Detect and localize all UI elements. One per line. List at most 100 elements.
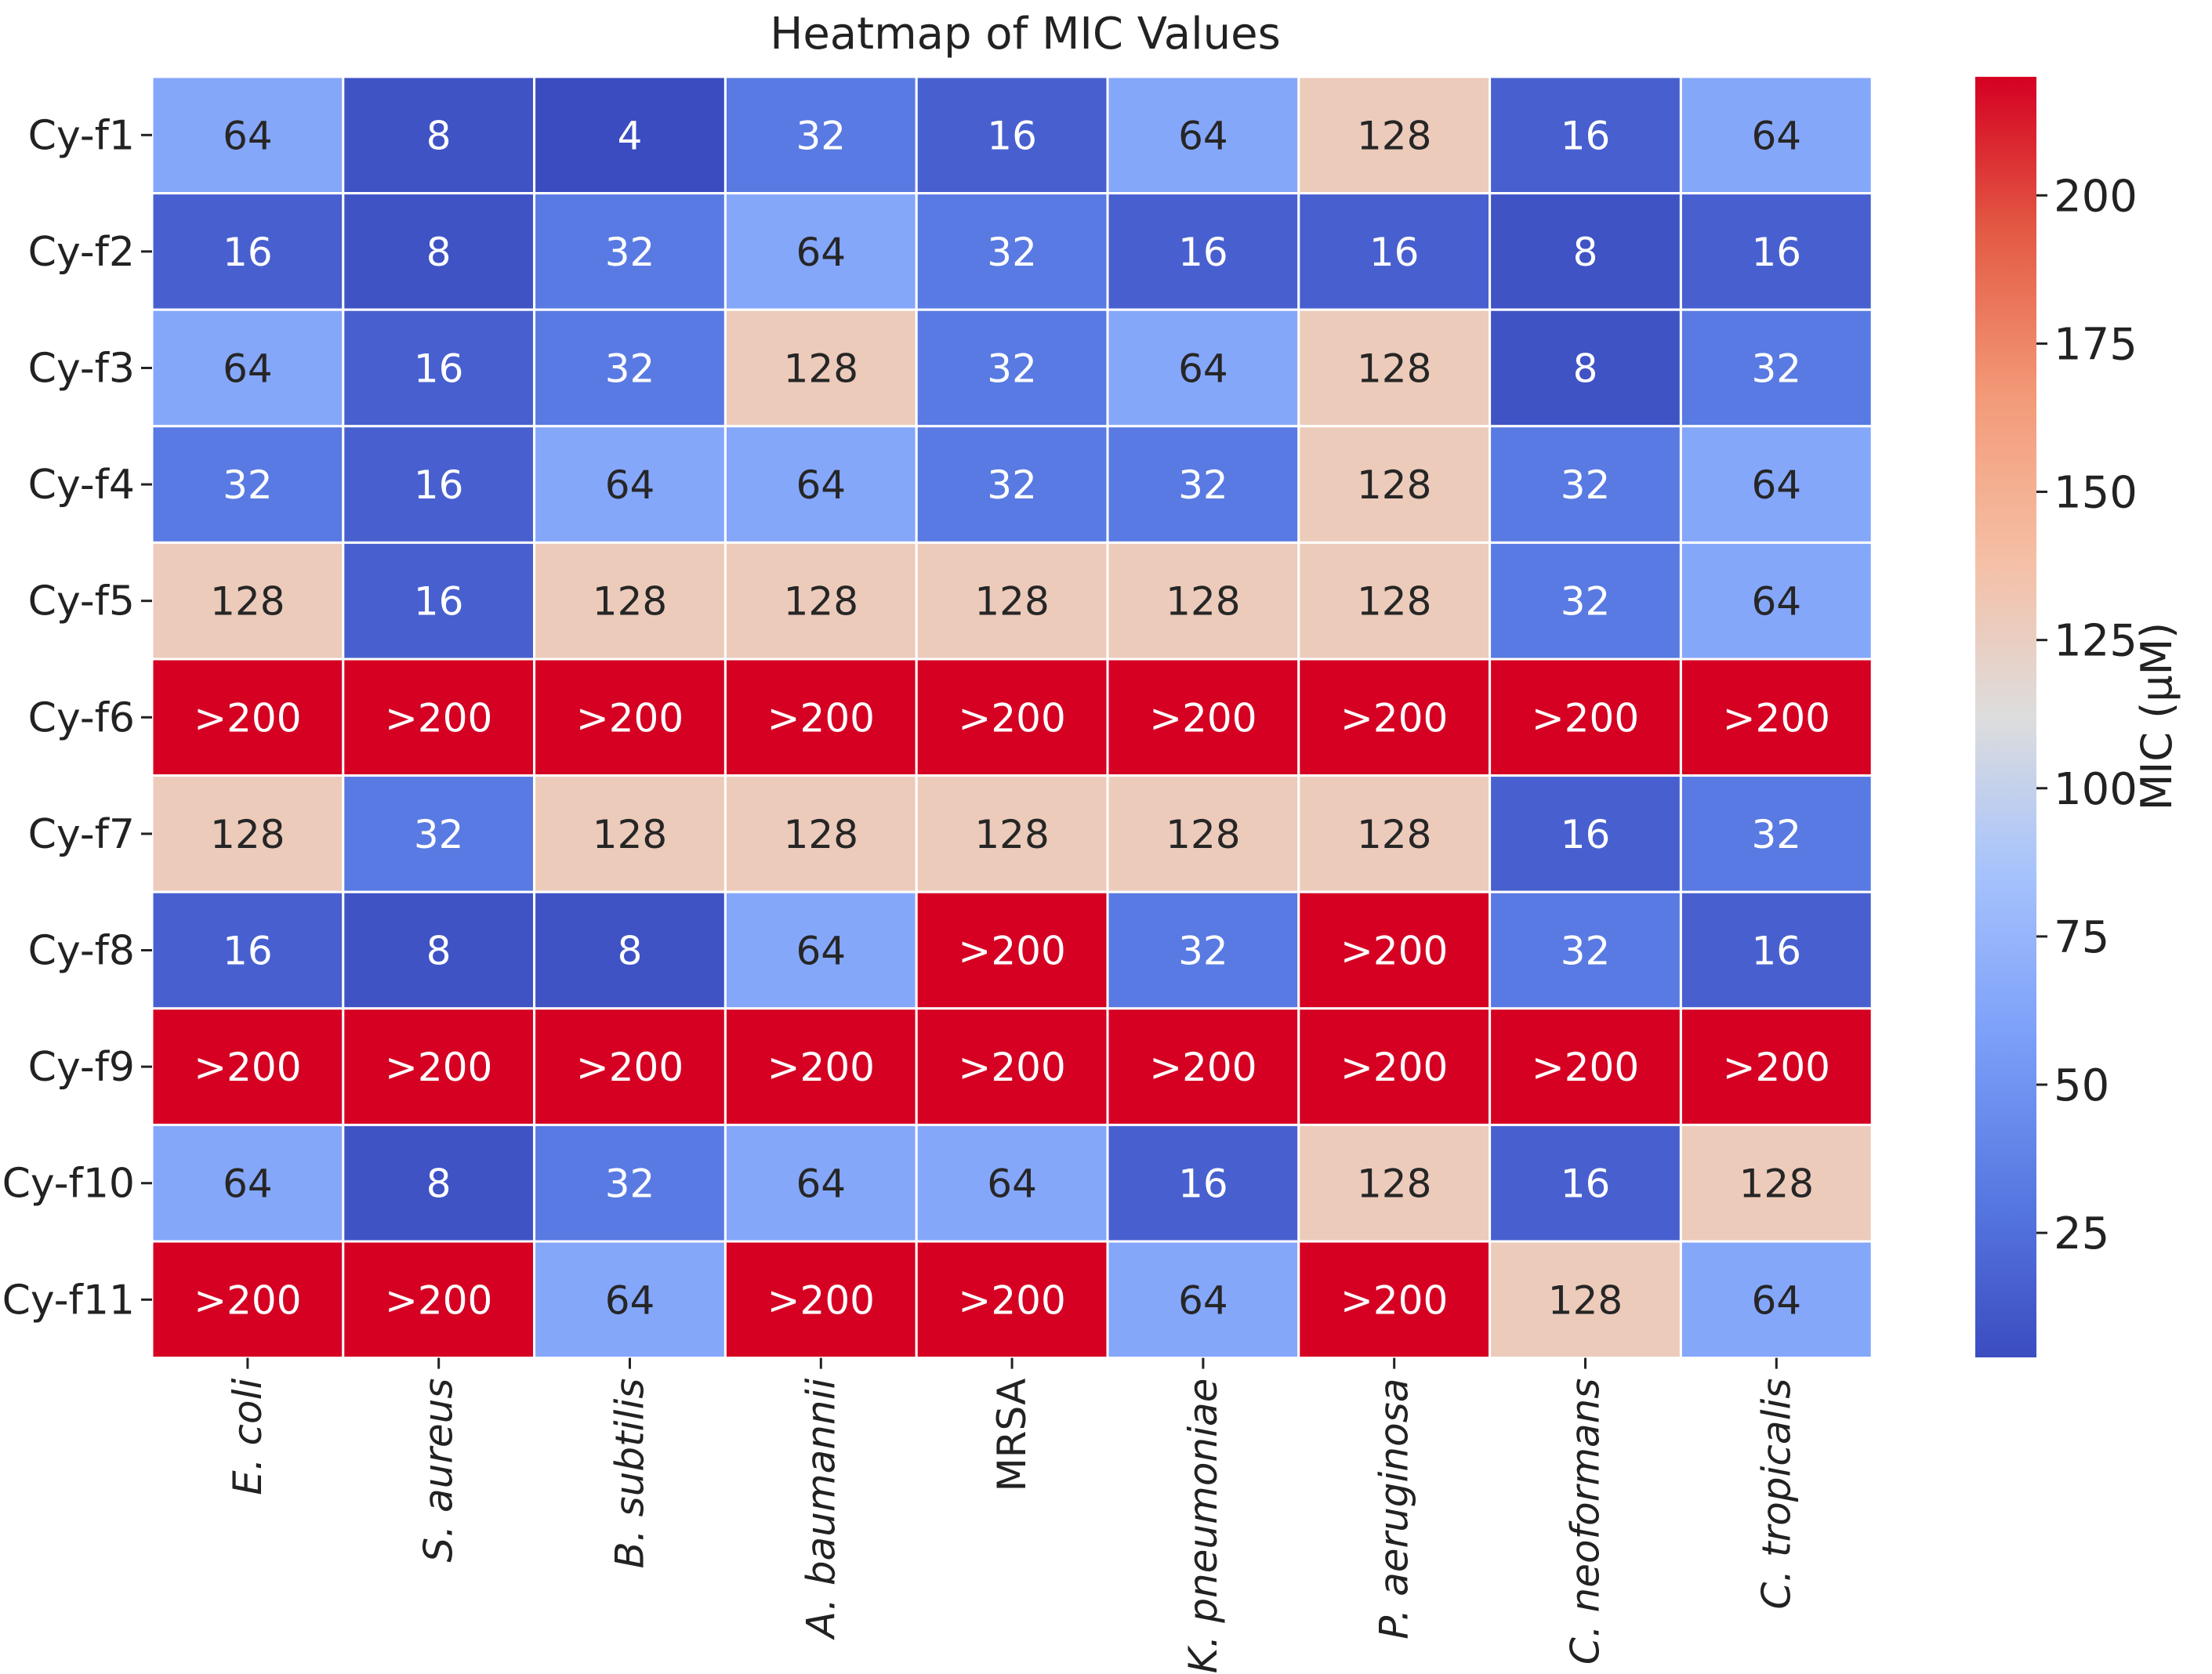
heatmap-cell xyxy=(1489,75,1682,195)
column-label: E. coli xyxy=(225,1378,270,1495)
cell-value-label: 64 xyxy=(796,462,846,508)
cell-value-label: 128 xyxy=(1548,1277,1623,1323)
heatmap-cell xyxy=(1679,1240,1873,1360)
heatmap-cell xyxy=(723,1123,918,1243)
heatmap-cell xyxy=(342,425,536,544)
heatmap-cell xyxy=(342,658,536,777)
heatmap-cell xyxy=(150,774,345,893)
cell-value-label: 16 xyxy=(414,346,464,392)
heatmap-cell xyxy=(915,774,1109,893)
colorbar-tick-label: 125 xyxy=(2054,616,2138,667)
cell-value-label: 128 xyxy=(1166,579,1240,625)
heatmap-cell xyxy=(723,890,918,1010)
cell-value-label: 32 xyxy=(987,346,1037,392)
row-label: Cy-f5 xyxy=(28,578,135,625)
cell-value-label: 16 xyxy=(1178,230,1228,275)
heatmap-cell xyxy=(1489,1240,1682,1360)
cell-value-label: 128 xyxy=(593,812,667,857)
cell-value-label: 64 xyxy=(1751,1277,1801,1323)
colorbar-gradient xyxy=(1975,77,2036,1357)
heatmap-cell xyxy=(533,308,727,428)
colorbar-tick-label: 75 xyxy=(2054,912,2109,963)
cell-value-label: 128 xyxy=(1739,1161,1814,1207)
row-labels: Cy-f1 Cy-f2 Cy-f3 Cy-f4 Cy-f5 Cy-f6 Cy-f7 Cy-f8… xyxy=(2,112,152,1324)
cell-value-label: 32 xyxy=(605,346,655,392)
cell-value-label: >200 xyxy=(958,1045,1065,1090)
cell-value-label: 16 xyxy=(1369,230,1420,275)
heatmap-cell xyxy=(1679,425,1873,544)
heatmap-cell xyxy=(1106,1240,1300,1360)
cell-value-label: 32 xyxy=(1178,462,1228,508)
cell-value-label: 64 xyxy=(796,929,846,974)
row-label: Cy-f6 xyxy=(28,694,135,741)
heatmap-cell xyxy=(1679,1123,1873,1243)
cell-value-label: >200 xyxy=(1532,695,1639,741)
cell-value-label: 64 xyxy=(223,113,273,158)
heatmap-cell xyxy=(915,1240,1109,1360)
heatmap-cell xyxy=(1679,658,1873,777)
cell-value-label: 32 xyxy=(1178,929,1228,974)
cell-value-label: >200 xyxy=(1340,695,1448,741)
row-label: Cy-f1 xyxy=(28,112,135,159)
heatmap-cell xyxy=(1106,1007,1300,1126)
colorbar-ticks: 25 50 75 100 125 150 175 200 xyxy=(2036,171,2138,1259)
heatmap-cell xyxy=(150,1007,345,1126)
heatmap-cell xyxy=(1297,192,1492,311)
cell-value-label: 64 xyxy=(223,346,273,392)
cell-value-label: 128 xyxy=(784,346,858,392)
heatmap-cell xyxy=(1297,541,1492,661)
heatmap-cell xyxy=(1489,658,1682,777)
cell-value-label: 16 xyxy=(1751,929,1801,974)
chart-title: Heatmap of MIC Values xyxy=(770,9,1281,60)
column-label: MRSA xyxy=(989,1379,1035,1492)
cell-value-label: 128 xyxy=(1166,812,1240,857)
column-label: B. subtilis xyxy=(607,1379,653,1569)
cell-value-label: >200 xyxy=(576,1045,684,1090)
heatmap-cell xyxy=(915,192,1109,311)
row-label: Cy-f4 xyxy=(28,462,135,509)
cell-value-label: 16 xyxy=(987,113,1037,158)
cell-value-label: 128 xyxy=(784,579,858,625)
cell-value-label: 32 xyxy=(605,1161,655,1207)
cell-value-label: 128 xyxy=(1357,462,1431,508)
heatmap-cell xyxy=(915,308,1109,428)
cell-value-label: >200 xyxy=(1340,1277,1448,1323)
cell-value-label: 8 xyxy=(618,929,643,974)
cell-value-label: >200 xyxy=(194,695,301,741)
cell-value-label: >200 xyxy=(1149,695,1256,741)
row-label: Cy-f10 xyxy=(2,1161,135,1208)
heatmap-cell xyxy=(533,1007,727,1126)
heatmap-cell xyxy=(342,75,536,195)
cell-value-label: 16 xyxy=(1561,1161,1611,1207)
heatmap-cell xyxy=(533,1123,727,1243)
cell-value-label: >200 xyxy=(958,695,1065,741)
heatmap-cell xyxy=(533,192,727,311)
heatmap-cell xyxy=(150,1123,345,1243)
colorbar-tick-label: 25 xyxy=(2054,1208,2109,1259)
cell-value-label: 8 xyxy=(1573,346,1598,392)
heatmap-cells: 64 8 4 32 16 64 128 16 64 16 8 32 64 32 16 16 8 16 64 16 32 1… xyxy=(150,75,1873,1360)
cell-value-label: 16 xyxy=(1561,113,1611,158)
cell-value-label: 128 xyxy=(593,579,667,625)
cell-value-label: >200 xyxy=(1723,695,1830,741)
cell-value-label: 128 xyxy=(210,579,285,625)
cell-value-label: 32 xyxy=(223,462,273,508)
heatmap-cell xyxy=(1679,192,1873,311)
heatmap-cell xyxy=(150,658,345,777)
column-label: S. aureus xyxy=(416,1379,462,1563)
cell-value-label: >200 xyxy=(1723,1045,1830,1090)
cell-value-label: >200 xyxy=(194,1277,301,1323)
cell-value-label: >200 xyxy=(767,1277,875,1323)
colorbar-tick-label: 50 xyxy=(2054,1060,2109,1111)
heatmap-cell xyxy=(723,308,918,428)
heatmap-cell xyxy=(1297,890,1492,1010)
cell-value-label: 64 xyxy=(1751,579,1801,625)
heatmap-cell xyxy=(150,890,345,1010)
cell-value-label: 8 xyxy=(426,1161,451,1207)
heatmap-cell xyxy=(723,1240,918,1360)
cell-value-label: >200 xyxy=(958,1277,1065,1323)
heatmap-cell xyxy=(342,308,536,428)
heatmap-cell xyxy=(915,890,1109,1010)
cell-value-label: 16 xyxy=(1751,230,1801,275)
cell-value-label: 32 xyxy=(796,113,846,158)
